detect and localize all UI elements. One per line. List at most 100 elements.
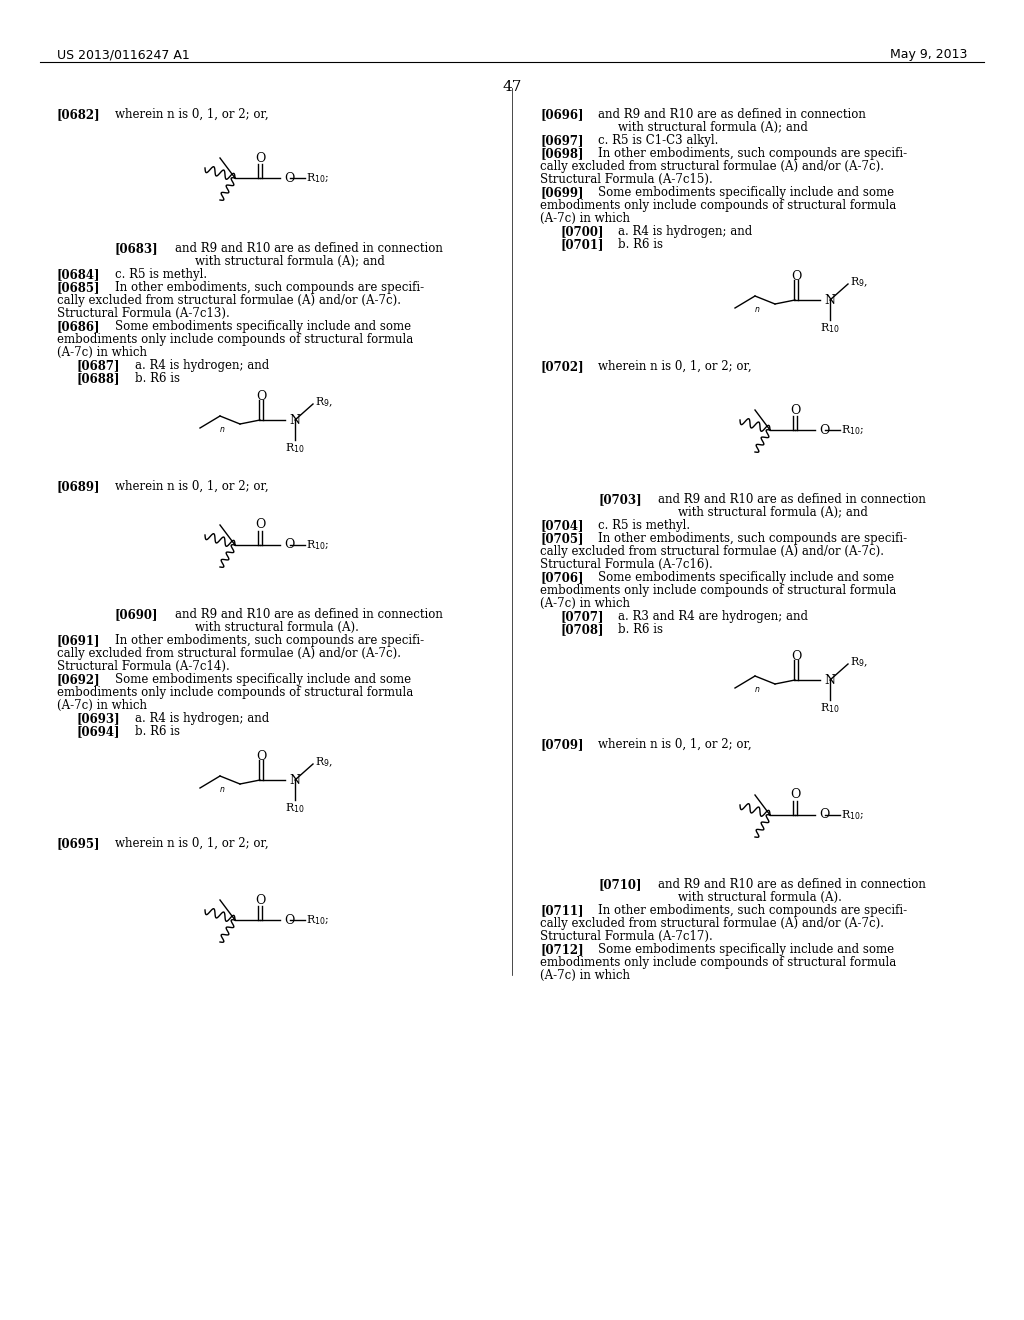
Text: O: O (790, 788, 800, 801)
Text: (A-7c) in which: (A-7c) in which (57, 700, 147, 711)
Text: [0688]: [0688] (77, 372, 121, 385)
Text: O: O (284, 172, 294, 185)
Text: (A-7c) in which: (A-7c) in which (540, 597, 630, 610)
Text: [0711]: [0711] (540, 904, 584, 917)
Text: R$_{10}$;: R$_{10}$; (306, 539, 330, 552)
Text: cally excluded from structural formulae (A) and/or (A-7c).: cally excluded from structural formulae … (540, 545, 884, 558)
Text: R$_9$,: R$_9$, (315, 755, 333, 768)
Text: (A-7c) in which: (A-7c) in which (57, 346, 147, 359)
Text: R$_9$,: R$_9$, (850, 655, 868, 669)
Text: with structural formula (A); and: with structural formula (A); and (678, 506, 868, 519)
Text: R$_9$,: R$_9$, (850, 275, 868, 289)
Text: [0696]: [0696] (540, 108, 584, 121)
Text: with structural formula (A).: with structural formula (A). (678, 891, 842, 904)
Text: O: O (790, 404, 800, 417)
Text: [0697]: [0697] (540, 135, 584, 147)
Text: O: O (256, 389, 266, 403)
Text: Structural Formula (A-7c13).: Structural Formula (A-7c13). (57, 308, 229, 319)
Text: N: N (824, 673, 835, 686)
Text: Structural Formula (A-7c15).: Structural Formula (A-7c15). (540, 173, 713, 186)
Text: b. R6 is: b. R6 is (135, 372, 180, 385)
Text: O: O (791, 269, 801, 282)
Text: [0694]: [0694] (77, 725, 121, 738)
Text: R$_{10}$: R$_{10}$ (820, 701, 840, 715)
Text: N: N (824, 293, 835, 306)
Text: Some embodiments specifically include and some: Some embodiments specifically include an… (115, 319, 411, 333)
Text: embodiments only include compounds of structural formula: embodiments only include compounds of st… (540, 583, 896, 597)
Text: [0710]: [0710] (598, 878, 641, 891)
Text: c. R5 is methyl.: c. R5 is methyl. (115, 268, 207, 281)
Text: [0689]: [0689] (57, 480, 100, 492)
Text: [0684]: [0684] (57, 268, 100, 281)
Text: O: O (255, 894, 265, 907)
Text: and R9 and R10 are as defined in connection: and R9 and R10 are as defined in connect… (175, 609, 442, 620)
Text: wherein n is 0, 1, or 2; or,: wherein n is 0, 1, or 2; or, (115, 480, 268, 492)
Text: [0695]: [0695] (57, 837, 100, 850)
Text: and R9 and R10 are as defined in connection: and R9 and R10 are as defined in connect… (658, 492, 926, 506)
Text: US 2013/0116247 A1: US 2013/0116247 A1 (57, 48, 189, 61)
Text: R$_{10}$: R$_{10}$ (820, 321, 840, 335)
Text: $_n$: $_n$ (754, 685, 760, 696)
Text: Some embodiments specifically include and some: Some embodiments specifically include an… (115, 673, 411, 686)
Text: c. R5 is methyl.: c. R5 is methyl. (598, 519, 690, 532)
Text: [0709]: [0709] (540, 738, 584, 751)
Text: cally excluded from structural formulae (A) and/or (A-7c).: cally excluded from structural formulae … (57, 647, 401, 660)
Text: R$_{10}$: R$_{10}$ (285, 801, 305, 814)
Text: In other embodiments, such compounds are specifi-: In other embodiments, such compounds are… (115, 281, 424, 294)
Text: [0704]: [0704] (540, 519, 584, 532)
Text: [0699]: [0699] (540, 186, 584, 199)
Text: O: O (284, 539, 294, 552)
Text: a. R4 is hydrogen; and: a. R4 is hydrogen; and (135, 711, 269, 725)
Text: R$_{10}$;: R$_{10}$; (306, 172, 330, 185)
Text: [0693]: [0693] (77, 711, 121, 725)
Text: [0698]: [0698] (540, 147, 584, 160)
Text: O: O (819, 424, 829, 437)
Text: Structural Formula (A-7c14).: Structural Formula (A-7c14). (57, 660, 229, 673)
Text: and R9 and R10 are as defined in connection: and R9 and R10 are as defined in connect… (175, 242, 442, 255)
Text: with structural formula (A); and: with structural formula (A); and (618, 121, 808, 135)
Text: b. R6 is: b. R6 is (618, 623, 663, 636)
Text: [0692]: [0692] (57, 673, 100, 686)
Text: [0700]: [0700] (560, 224, 603, 238)
Text: R$_{10}$;: R$_{10}$; (841, 424, 864, 437)
Text: cally excluded from structural formulae (A) and/or (A-7c).: cally excluded from structural formulae … (57, 294, 401, 308)
Text: In other embodiments, such compounds are specifi-: In other embodiments, such compounds are… (598, 147, 907, 160)
Text: [0703]: [0703] (598, 492, 642, 506)
Text: b. R6 is: b. R6 is (135, 725, 180, 738)
Text: R$_9$,: R$_9$, (315, 395, 333, 409)
Text: May 9, 2013: May 9, 2013 (890, 48, 967, 61)
Text: [0687]: [0687] (77, 359, 121, 372)
Text: [0685]: [0685] (57, 281, 100, 294)
Text: Some embodiments specifically include and some: Some embodiments specifically include an… (598, 572, 894, 583)
Text: wherein n is 0, 1, or 2; or,: wherein n is 0, 1, or 2; or, (115, 108, 268, 121)
Text: b. R6 is: b. R6 is (618, 238, 663, 251)
Text: [0702]: [0702] (540, 360, 584, 374)
Text: [0691]: [0691] (57, 634, 100, 647)
Text: O: O (284, 913, 294, 927)
Text: and R9 and R10 are as defined in connection: and R9 and R10 are as defined in connect… (598, 108, 866, 121)
Text: cally excluded from structural formulae (A) and/or (A-7c).: cally excluded from structural formulae … (540, 917, 884, 931)
Text: R$_{10}$: R$_{10}$ (285, 441, 305, 455)
Text: O: O (255, 152, 265, 165)
Text: [0682]: [0682] (57, 108, 100, 121)
Text: R$_{10}$;: R$_{10}$; (306, 913, 330, 927)
Text: [0686]: [0686] (57, 319, 100, 333)
Text: O: O (819, 808, 829, 821)
Text: [0690]: [0690] (115, 609, 159, 620)
Text: O: O (255, 519, 265, 532)
Text: Some embodiments specifically include and some: Some embodiments specifically include an… (598, 186, 894, 199)
Text: embodiments only include compounds of structural formula: embodiments only include compounds of st… (57, 686, 414, 700)
Text: [0707]: [0707] (560, 610, 603, 623)
Text: N: N (289, 413, 300, 426)
Text: Structural Formula (A-7c16).: Structural Formula (A-7c16). (540, 558, 713, 572)
Text: In other embodiments, such compounds are specifi-: In other embodiments, such compounds are… (598, 904, 907, 917)
Text: Structural Formula (A-7c17).: Structural Formula (A-7c17). (540, 931, 713, 942)
Text: c. R5 is C1-C3 alkyl.: c. R5 is C1-C3 alkyl. (598, 135, 719, 147)
Text: In other embodiments, such compounds are specifi-: In other embodiments, such compounds are… (598, 532, 907, 545)
Text: and R9 and R10 are as defined in connection: and R9 and R10 are as defined in connect… (658, 878, 926, 891)
Text: a. R3 and R4 are hydrogen; and: a. R3 and R4 are hydrogen; and (618, 610, 808, 623)
Text: wherein n is 0, 1, or 2; or,: wherein n is 0, 1, or 2; or, (598, 360, 752, 374)
Text: [0708]: [0708] (560, 623, 603, 636)
Text: [0683]: [0683] (115, 242, 159, 255)
Text: [0706]: [0706] (540, 572, 584, 583)
